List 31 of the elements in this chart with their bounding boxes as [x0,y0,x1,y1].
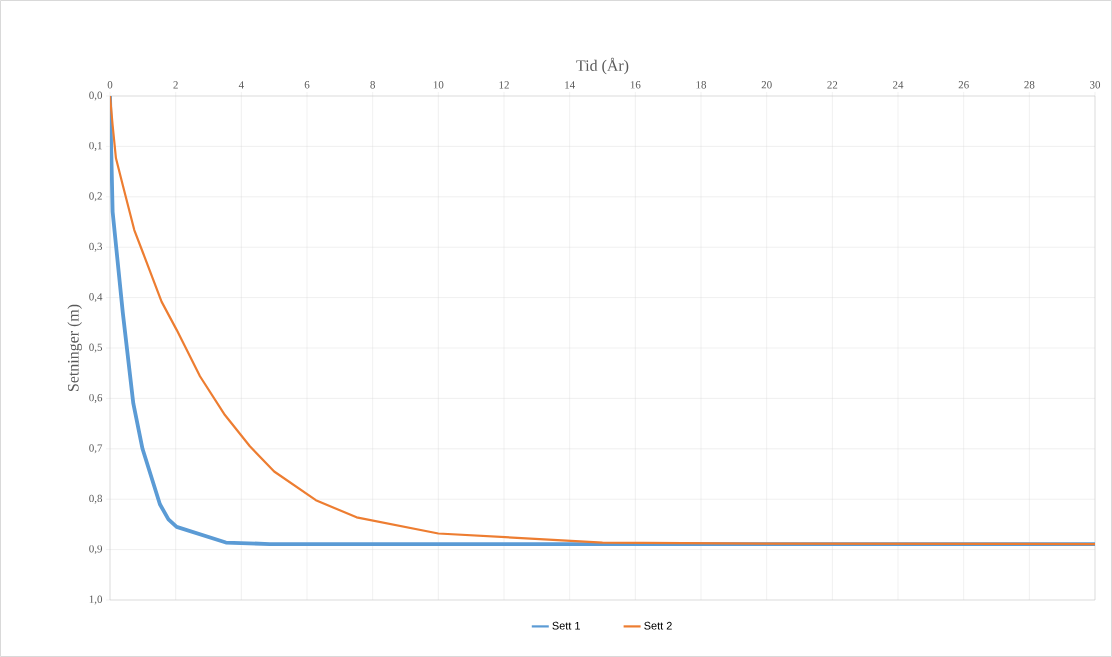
y-tick-label: 1,0 [89,595,103,605]
y-tick-label: 0,8 [89,494,103,504]
x-tick-label: 20 [761,81,772,89]
x-tick-label: 24 [893,81,904,89]
x-tick-label: 12 [499,81,509,89]
y-tick-label: 0,7 [89,444,103,454]
x-tick-label: 6 [304,81,310,89]
y-tick-label: 0,2 [89,192,102,202]
y-tick-label: 0,3 [89,242,103,252]
x-tick-label: 0 [107,81,113,89]
y-tick-label: 0,0 [89,91,103,101]
y-tick-label: 0,5 [89,343,103,353]
x-tick-label: 18 [696,81,707,89]
x-tick-label: 30 [1090,81,1101,89]
y-tick-label: 0,6 [89,393,103,403]
y-tick-label: 0,4 [89,293,103,303]
legend-label: Sett 1 [552,621,580,630]
x-axis-title: Tid (År) [576,57,629,75]
x-tick-label: 14 [565,81,575,89]
y-axis-title: Setninger (m) [67,304,82,391]
x-tick-label: 26 [958,81,969,89]
x-tick-label: 22 [827,81,838,89]
x-tick-label: 10 [433,81,444,89]
x-tick-label: 8 [370,81,375,89]
y-tick-label: 0,9 [89,545,103,555]
x-tick-label: 16 [630,81,641,89]
legend-label: Sett 2 [644,621,672,630]
x-tick-label: 28 [1024,81,1035,89]
x-tick-label: 2 [173,81,178,89]
y-tick-label: 0,1 [89,141,102,151]
x-tick-label: 4 [238,81,244,89]
